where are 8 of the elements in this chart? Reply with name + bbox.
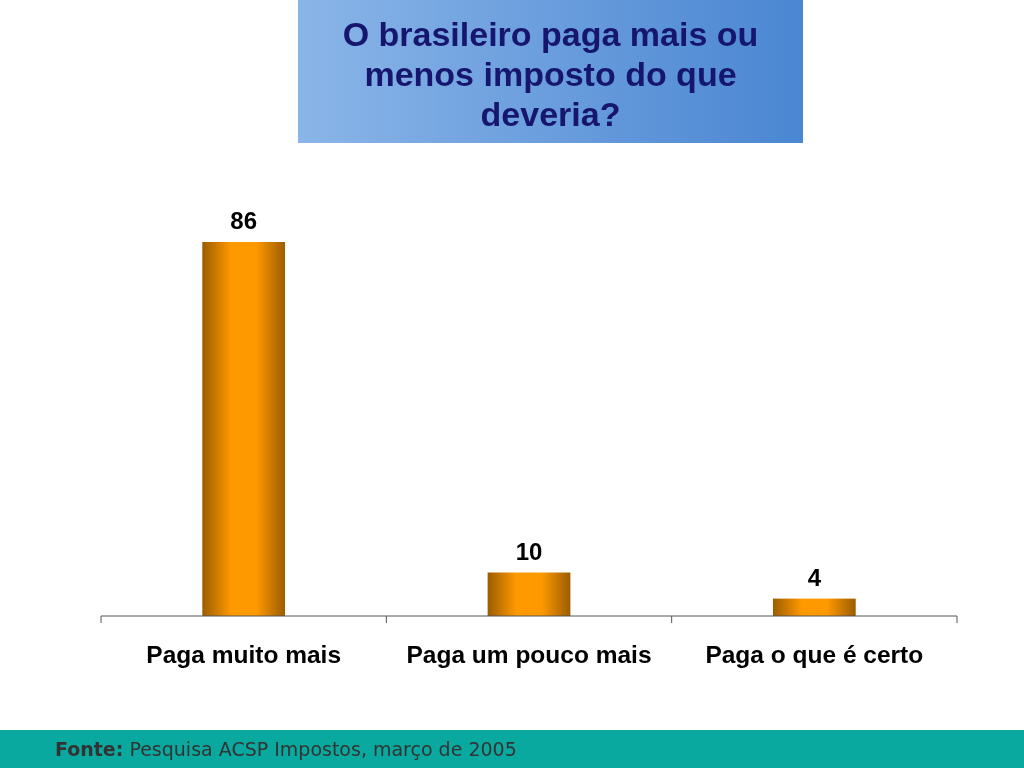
x-tick-label: Paga muito mais: [146, 641, 342, 668]
data-label: 10: [515, 537, 543, 565]
x-tick-label: Paga o que é certo: [705, 641, 924, 668]
x-tick-label: Paga um pouco mais: [406, 641, 652, 668]
chart-title: O brasileiro paga mais ou menos imposto do que deveria?: [342, 15, 759, 133]
source-note: Fonte: Pesquisa ACSP Impostos, março de 2005: [55, 738, 517, 760]
data-label: 4: [807, 563, 822, 591]
data-label: 86: [230, 207, 258, 234]
